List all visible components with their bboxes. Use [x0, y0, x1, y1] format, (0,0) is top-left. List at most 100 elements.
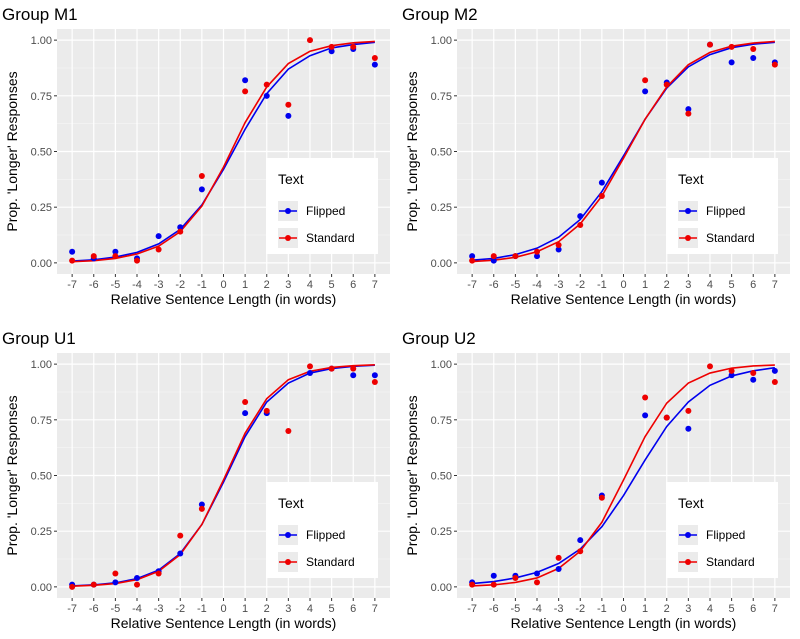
data-point-standard [750, 46, 757, 53]
data-point-standard [285, 427, 292, 434]
x-tick-label: -3 [154, 603, 164, 615]
x-tick-label: 7 [372, 279, 378, 291]
data-point-flipped [112, 579, 119, 586]
legend-label-standard: Standard [706, 231, 755, 245]
panel-title: Group M2 [402, 5, 478, 24]
x-tick-label: -7 [467, 603, 477, 615]
data-point-flipped [642, 88, 649, 95]
data-point-standard [69, 583, 76, 590]
data-point-standard [328, 365, 335, 372]
x-tick-label: -4 [532, 279, 542, 291]
data-point-flipped [642, 412, 649, 419]
x-tick-label: 1 [242, 279, 248, 291]
fit-line-flipped [72, 41, 375, 262]
x-tick-label: -3 [554, 603, 564, 615]
data-point-standard [642, 394, 649, 401]
data-point-flipped [263, 92, 270, 99]
panel-title: Group U2 [402, 329, 476, 348]
data-point-flipped [112, 248, 119, 255]
x-tick-label: 6 [350, 279, 356, 291]
legend-label-flipped: Flipped [706, 204, 745, 218]
data-point-standard [555, 554, 562, 561]
x-tick-label: -7 [67, 279, 77, 291]
y-tick-label: 1.00 [431, 35, 452, 47]
data-point-standard [771, 61, 778, 68]
data-point-flipped [371, 372, 378, 379]
data-point-standard [512, 574, 519, 581]
x-tick-label: -4 [132, 603, 142, 615]
data-point-standard [728, 43, 735, 50]
data-point-flipped [577, 537, 584, 544]
x-tick-label: -4 [132, 279, 142, 291]
x-tick-label: 2 [664, 603, 670, 615]
x-tick-label: 5 [729, 279, 735, 291]
data-point-flipped [177, 550, 184, 557]
chart-panel: Group M2 0.00 0.25 0.50 0.75 1.00 -7 -6 -5 -4 -3 -2… [402, 5, 790, 307]
data-point-flipped [685, 425, 692, 432]
x-tick-label: -5 [510, 279, 520, 291]
panel-title: Group M1 [2, 5, 78, 24]
y-axis-title: Prop. 'Longer' Responses [4, 395, 20, 555]
data-point-standard [285, 101, 292, 108]
data-point-standard [112, 570, 119, 577]
data-point-standard [706, 363, 713, 370]
data-point-standard [112, 253, 119, 260]
data-point-standard [750, 370, 757, 377]
y-tick-label: 0.25 [431, 202, 452, 214]
x-axis-title: Relative Sentence Length (in words) [511, 615, 737, 631]
data-point-standard [155, 570, 162, 577]
data-point-flipped [198, 501, 205, 508]
data-point-flipped [155, 233, 162, 240]
data-point-standard [350, 365, 357, 372]
y-tick-label: 1.00 [31, 359, 52, 371]
x-tick-label: -2 [175, 279, 185, 291]
data-point-standard [490, 581, 497, 588]
legend-key-point [685, 559, 691, 565]
x-tick-label: -6 [489, 279, 499, 291]
y-tick-label: 0.75 [31, 91, 52, 103]
x-axis-title: Relative Sentence Length (in words) [111, 291, 337, 307]
x-tick-label: -5 [110, 603, 120, 615]
x-tick-label: 7 [772, 279, 778, 291]
x-tick-label: 6 [750, 603, 756, 615]
data-point-standard [577, 548, 584, 555]
fit-line-standard [472, 364, 775, 587]
x-tick-label: 4 [307, 279, 313, 291]
data-point-standard [134, 581, 141, 588]
data-point-standard [90, 581, 97, 588]
y-tick-label: 0.50 [431, 471, 452, 483]
data-point-flipped [69, 248, 76, 255]
data-point-flipped [577, 213, 584, 220]
y-tick-label: 0.50 [31, 471, 52, 483]
x-tick-label: 5 [329, 279, 335, 291]
data-point-flipped [750, 54, 757, 61]
y-tick-label: 0.75 [431, 415, 452, 427]
chart-panel: Group U2 0.00 0.25 0.50 0.75 1.00 -7 -6 -5 -4 -3 -2… [402, 329, 790, 631]
data-point-standard [134, 257, 141, 264]
data-point-flipped [285, 112, 292, 119]
data-point-standard [685, 110, 692, 117]
x-tick-label: 4 [707, 603, 713, 615]
x-tick-label: -1 [197, 603, 207, 615]
fit-line-standard [472, 40, 775, 263]
data-point-standard [555, 242, 562, 249]
x-axis-title: Relative Sentence Length (in words) [511, 291, 737, 307]
legend-key-point [285, 208, 291, 214]
x-tick-label: 3 [685, 603, 691, 615]
legend-label-flipped: Flipped [706, 528, 745, 542]
data-point-standard [306, 363, 313, 370]
data-point-standard [350, 43, 357, 50]
x-tick-label: -4 [532, 603, 542, 615]
y-tick-label: 0.50 [31, 147, 52, 159]
x-tick-label: -5 [110, 279, 120, 291]
data-point-standard [598, 193, 605, 200]
legend-title: Text [678, 171, 704, 187]
data-point-standard [512, 253, 519, 260]
fit-line-flipped [472, 366, 775, 585]
data-point-standard [706, 41, 713, 48]
x-tick-label: -3 [554, 279, 564, 291]
data-point-standard [198, 505, 205, 512]
legend-key-point [685, 235, 691, 241]
fit-line-flipped [472, 41, 775, 261]
data-point-standard [242, 399, 249, 405]
